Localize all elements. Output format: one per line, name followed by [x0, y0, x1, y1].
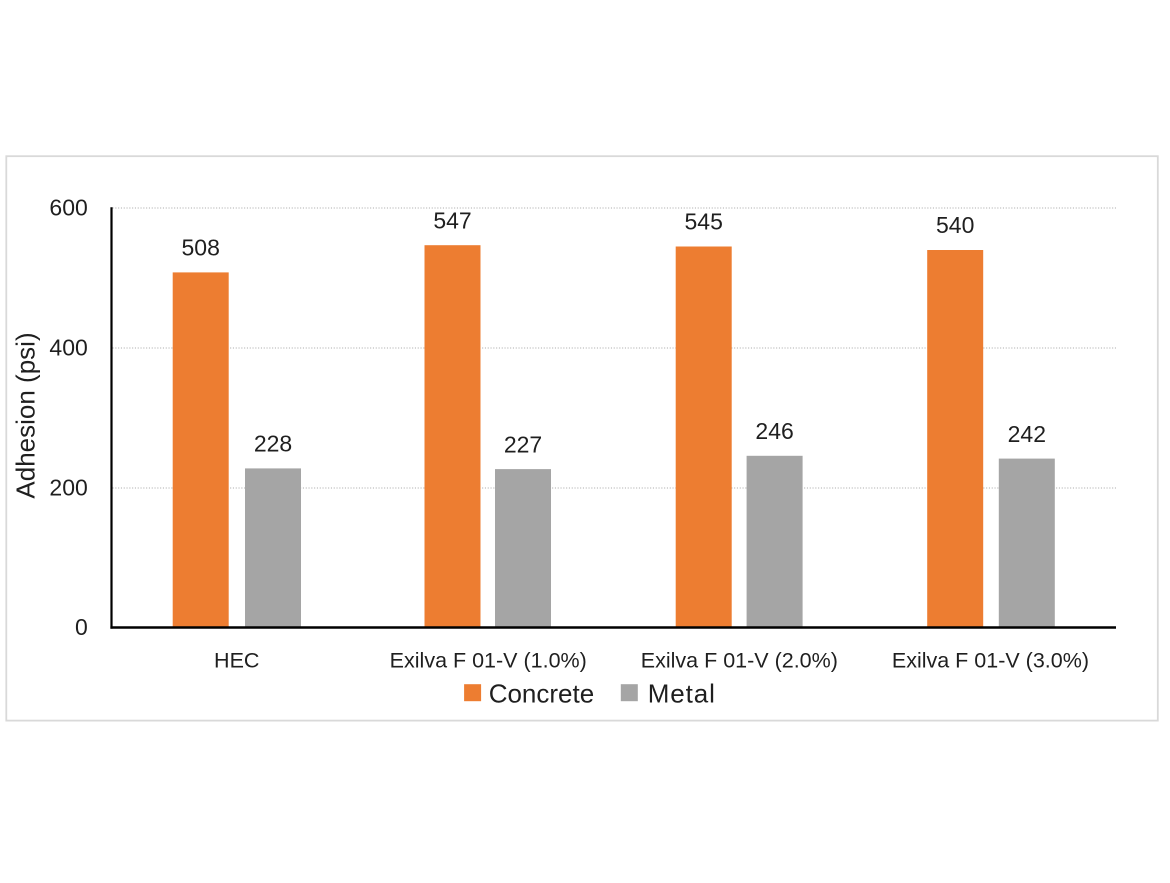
- svg-text:242: 242: [1008, 421, 1046, 447]
- svg-text:HEC: HEC: [214, 649, 259, 673]
- svg-text:0: 0: [75, 614, 88, 640]
- svg-text:Concrete: Concrete: [489, 679, 595, 709]
- svg-text:547: 547: [433, 207, 471, 233]
- svg-text:Exilva F 01-V (1.0%): Exilva F 01-V (1.0%): [390, 649, 587, 673]
- svg-text:246: 246: [755, 418, 793, 444]
- svg-text:228: 228: [254, 431, 292, 457]
- svg-text:540: 540: [936, 212, 974, 238]
- svg-text:545: 545: [685, 209, 723, 235]
- svg-text:Exilva F 01-V (2.0%): Exilva F 01-V (2.0%): [641, 649, 838, 673]
- svg-text:Adhesion (psi): Adhesion (psi): [11, 332, 41, 498]
- svg-text:Exilva F 01-V (3.0%): Exilva F 01-V (3.0%): [892, 649, 1089, 673]
- svg-text:Metal: Metal: [648, 679, 716, 709]
- svg-text:400: 400: [49, 335, 87, 361]
- svg-text:227: 227: [504, 431, 542, 457]
- svg-text:508: 508: [182, 235, 220, 261]
- svg-text:600: 600: [49, 195, 87, 221]
- svg-text:200: 200: [49, 475, 87, 501]
